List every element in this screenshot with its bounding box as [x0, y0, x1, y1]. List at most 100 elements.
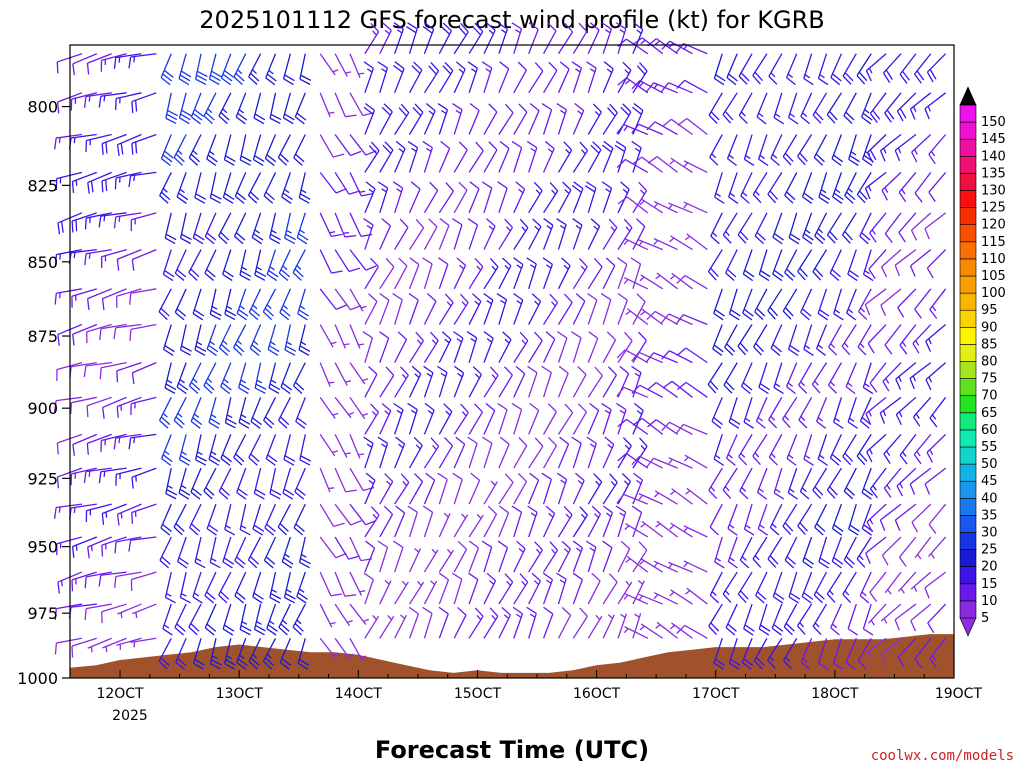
wind-barb	[498, 331, 512, 363]
wind-barb	[572, 293, 586, 325]
wind-barb	[319, 536, 347, 559]
wind-barb	[209, 638, 222, 670]
wind-barb	[468, 257, 484, 290]
wind-barb	[406, 22, 418, 54]
wind-barb	[865, 396, 887, 425]
wind-barb	[556, 218, 567, 250]
colorbar: 5 10 15 20 25 30 35 40 45 50 55 60 65 70 75 80 85 90 95 100…	[959, 86, 1006, 637]
wind-barb	[513, 181, 526, 214]
wind-barb	[675, 423, 708, 435]
wind-barb	[319, 288, 347, 310]
wind-barb	[813, 571, 828, 604]
wind-barb	[528, 402, 540, 435]
wind-barb	[114, 571, 142, 588]
wind-barb	[377, 436, 389, 469]
wind-barb	[293, 134, 306, 166]
wind-barb	[437, 365, 448, 398]
wind-barb	[282, 53, 295, 86]
wind-barb	[526, 606, 537, 639]
wind-barb	[190, 397, 203, 429]
colorbar-swatch	[959, 566, 977, 585]
wind-barb	[640, 308, 664, 326]
wind-barb	[188, 603, 202, 636]
wind-barb	[236, 288, 249, 321]
wind-barb	[101, 503, 127, 525]
wind-barb	[737, 212, 753, 244]
wind-barb	[159, 172, 172, 204]
colorbar-swatch	[959, 344, 977, 362]
wind-barb	[101, 288, 127, 311]
wind-barb	[422, 140, 433, 173]
wind-barb	[542, 257, 553, 290]
wind-barb	[925, 362, 947, 391]
wind-barb	[319, 212, 343, 238]
wind-barb	[453, 403, 469, 435]
wind-barb	[173, 503, 187, 536]
wind-barb	[708, 467, 723, 500]
wind-barb	[453, 293, 469, 325]
wind-barb	[408, 331, 424, 363]
wind-barb	[453, 331, 464, 363]
wind-barb	[662, 118, 693, 136]
wind-barb	[279, 638, 292, 670]
wind-barb	[278, 603, 291, 636]
wind-barb	[238, 397, 251, 429]
wind-barb	[841, 324, 857, 356]
colorbar-swatch	[959, 258, 977, 277]
colorbar-label: 75	[981, 372, 998, 387]
wind-barb	[685, 587, 708, 605]
wind-barb	[861, 92, 873, 125]
wind-barb	[208, 434, 221, 466]
wind-barb	[268, 362, 281, 395]
wind-barb	[632, 218, 646, 250]
wind-barb	[556, 472, 568, 505]
wind-barb	[408, 292, 419, 325]
wind-barb	[114, 171, 142, 190]
wind-barb	[743, 603, 755, 636]
wind-barb	[497, 402, 508, 435]
x-tick-label: 14OCT	[335, 686, 383, 702]
wind-barb	[728, 638, 741, 670]
wind-barb	[334, 603, 353, 627]
wind-barb	[797, 503, 813, 535]
wind-barb	[623, 237, 649, 251]
wind-barb	[925, 324, 947, 352]
wind-barb	[924, 92, 947, 120]
wind-barb	[847, 397, 858, 429]
wind-barb	[204, 603, 217, 636]
wind-barb	[334, 434, 351, 458]
wind-barb	[498, 257, 512, 290]
wind-barb	[556, 102, 568, 135]
wind-barb	[394, 580, 409, 605]
x-tick-label: 18OCT	[811, 686, 859, 702]
wind-barb	[771, 603, 784, 636]
wind-barb	[394, 103, 410, 135]
wind-barb	[178, 434, 191, 466]
wind-barb	[831, 134, 844, 167]
wind-barb	[481, 181, 493, 214]
wind-barb	[130, 571, 157, 591]
wind-barb	[883, 433, 902, 464]
wind-barb	[782, 134, 798, 166]
wind-barb	[393, 22, 404, 54]
wind-barb	[909, 92, 932, 120]
wind-barb	[164, 362, 177, 394]
colorbar-swatch	[959, 173, 977, 191]
wind-barb	[616, 402, 627, 435]
wind-barb	[881, 171, 902, 201]
wind-barb	[632, 613, 642, 639]
wind-barb	[349, 571, 366, 596]
wind-barb	[349, 212, 373, 238]
wind-barb	[786, 53, 798, 86]
wind-barb	[898, 571, 917, 594]
wind-barb	[280, 362, 293, 395]
wind-barb	[160, 134, 174, 167]
wind-barb	[394, 257, 408, 290]
wind-barb	[743, 503, 755, 536]
wind-barb	[253, 467, 266, 500]
wind-barb	[543, 22, 557, 55]
wind-barb	[714, 536, 725, 569]
wind-barb	[772, 249, 784, 282]
wind-barb	[714, 172, 725, 204]
wind-barb	[83, 92, 112, 108]
